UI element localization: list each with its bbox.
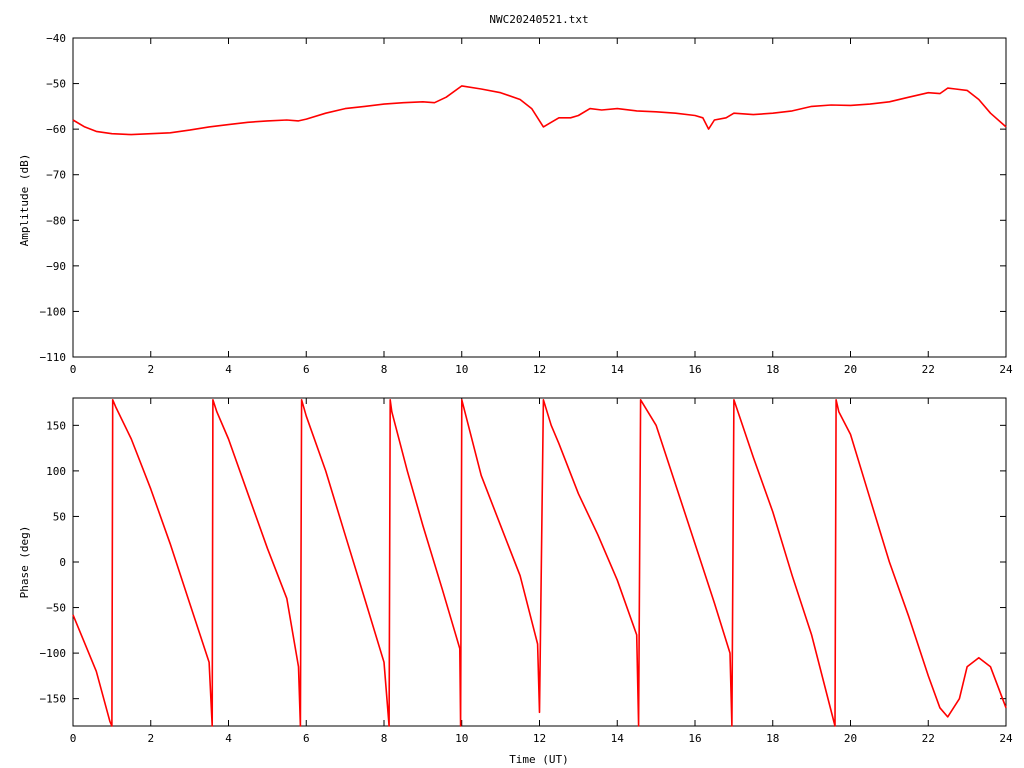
amplitude-ytick-label: −100 [40,305,67,318]
phase-ytick-label: −150 [40,693,67,706]
amplitude-ylabel: Amplitude (dB) [18,154,31,247]
phase-xtick-label: 0 [70,732,77,745]
phase-xtick-label: 6 [303,732,310,745]
amplitude-ytick-label: −60 [46,123,66,136]
amplitude-xtick-label: 16 [688,363,701,376]
phase-xtick-label: 24 [999,732,1013,745]
amplitude-xtick-label: 14 [611,363,625,376]
phase-xtick-label: 20 [844,732,857,745]
phase-ytick-label: 0 [59,556,66,569]
phase-xtick-label: 18 [766,732,779,745]
chart-title: NWC20240521.txt [489,13,588,26]
phase-ytick-label: 50 [53,510,66,523]
amplitude-xtick-label: 12 [533,363,546,376]
phase-xlabel: Time (UT) [509,753,569,766]
amplitude-xtick-label: 8 [381,363,388,376]
phase-xtick-label: 2 [147,732,154,745]
amplitude-xtick-label: 0 [70,363,77,376]
amplitude-plot-frame [72,37,1007,358]
amplitude-xtick-label: 4 [225,363,232,376]
amplitude-xtick-label: 22 [922,363,935,376]
phase-axes: 0 2 4 6 8 10 12 14 16 18 20 22 24150100500−50−100−15… [40,398,1013,745]
amplitude-ytick-label: −110 [40,351,67,364]
phase-series-line [72,399,1007,727]
amplitude-series-line [72,85,1007,136]
phase-ylabel: Phase (deg) [18,526,31,599]
amplitude-ytick-label: −90 [46,260,66,273]
phase-xtick-label: 4 [225,732,232,745]
amplitude-xtick-label: 6 [303,363,310,376]
amplitude-ytick-label: −50 [46,78,66,91]
amplitude-xtick-label: 18 [766,363,779,376]
amplitude-xtick-label: 24 [999,363,1013,376]
amplitude-axes: 0 2 4 6 8 10 12 14 16 18 20 22 24−40−50−60−70−80−90−… [40,32,1013,376]
phase-xtick-label: 22 [922,732,935,745]
phase-ytick-label: −100 [40,647,67,660]
phase-xtick-label: 14 [611,732,625,745]
amplitude-ytick-label: −40 [46,32,66,45]
phase-xtick-label: 12 [533,732,546,745]
amplitude-ytick-label: −70 [46,169,66,182]
phase-ytick-label: 150 [46,419,66,432]
phase-xtick-label: 10 [455,732,468,745]
phase-xtick-label: 8 [381,732,388,745]
amplitude-xtick-label: 20 [844,363,857,376]
amplitude-xtick-label: 10 [455,363,468,376]
phase-ytick-label: 100 [46,465,66,478]
amplitude-xtick-label: 2 [147,363,154,376]
phase-ytick-label: −50 [46,602,66,615]
amplitude-ytick-label: −80 [46,214,66,227]
phase-xtick-label: 16 [688,732,701,745]
